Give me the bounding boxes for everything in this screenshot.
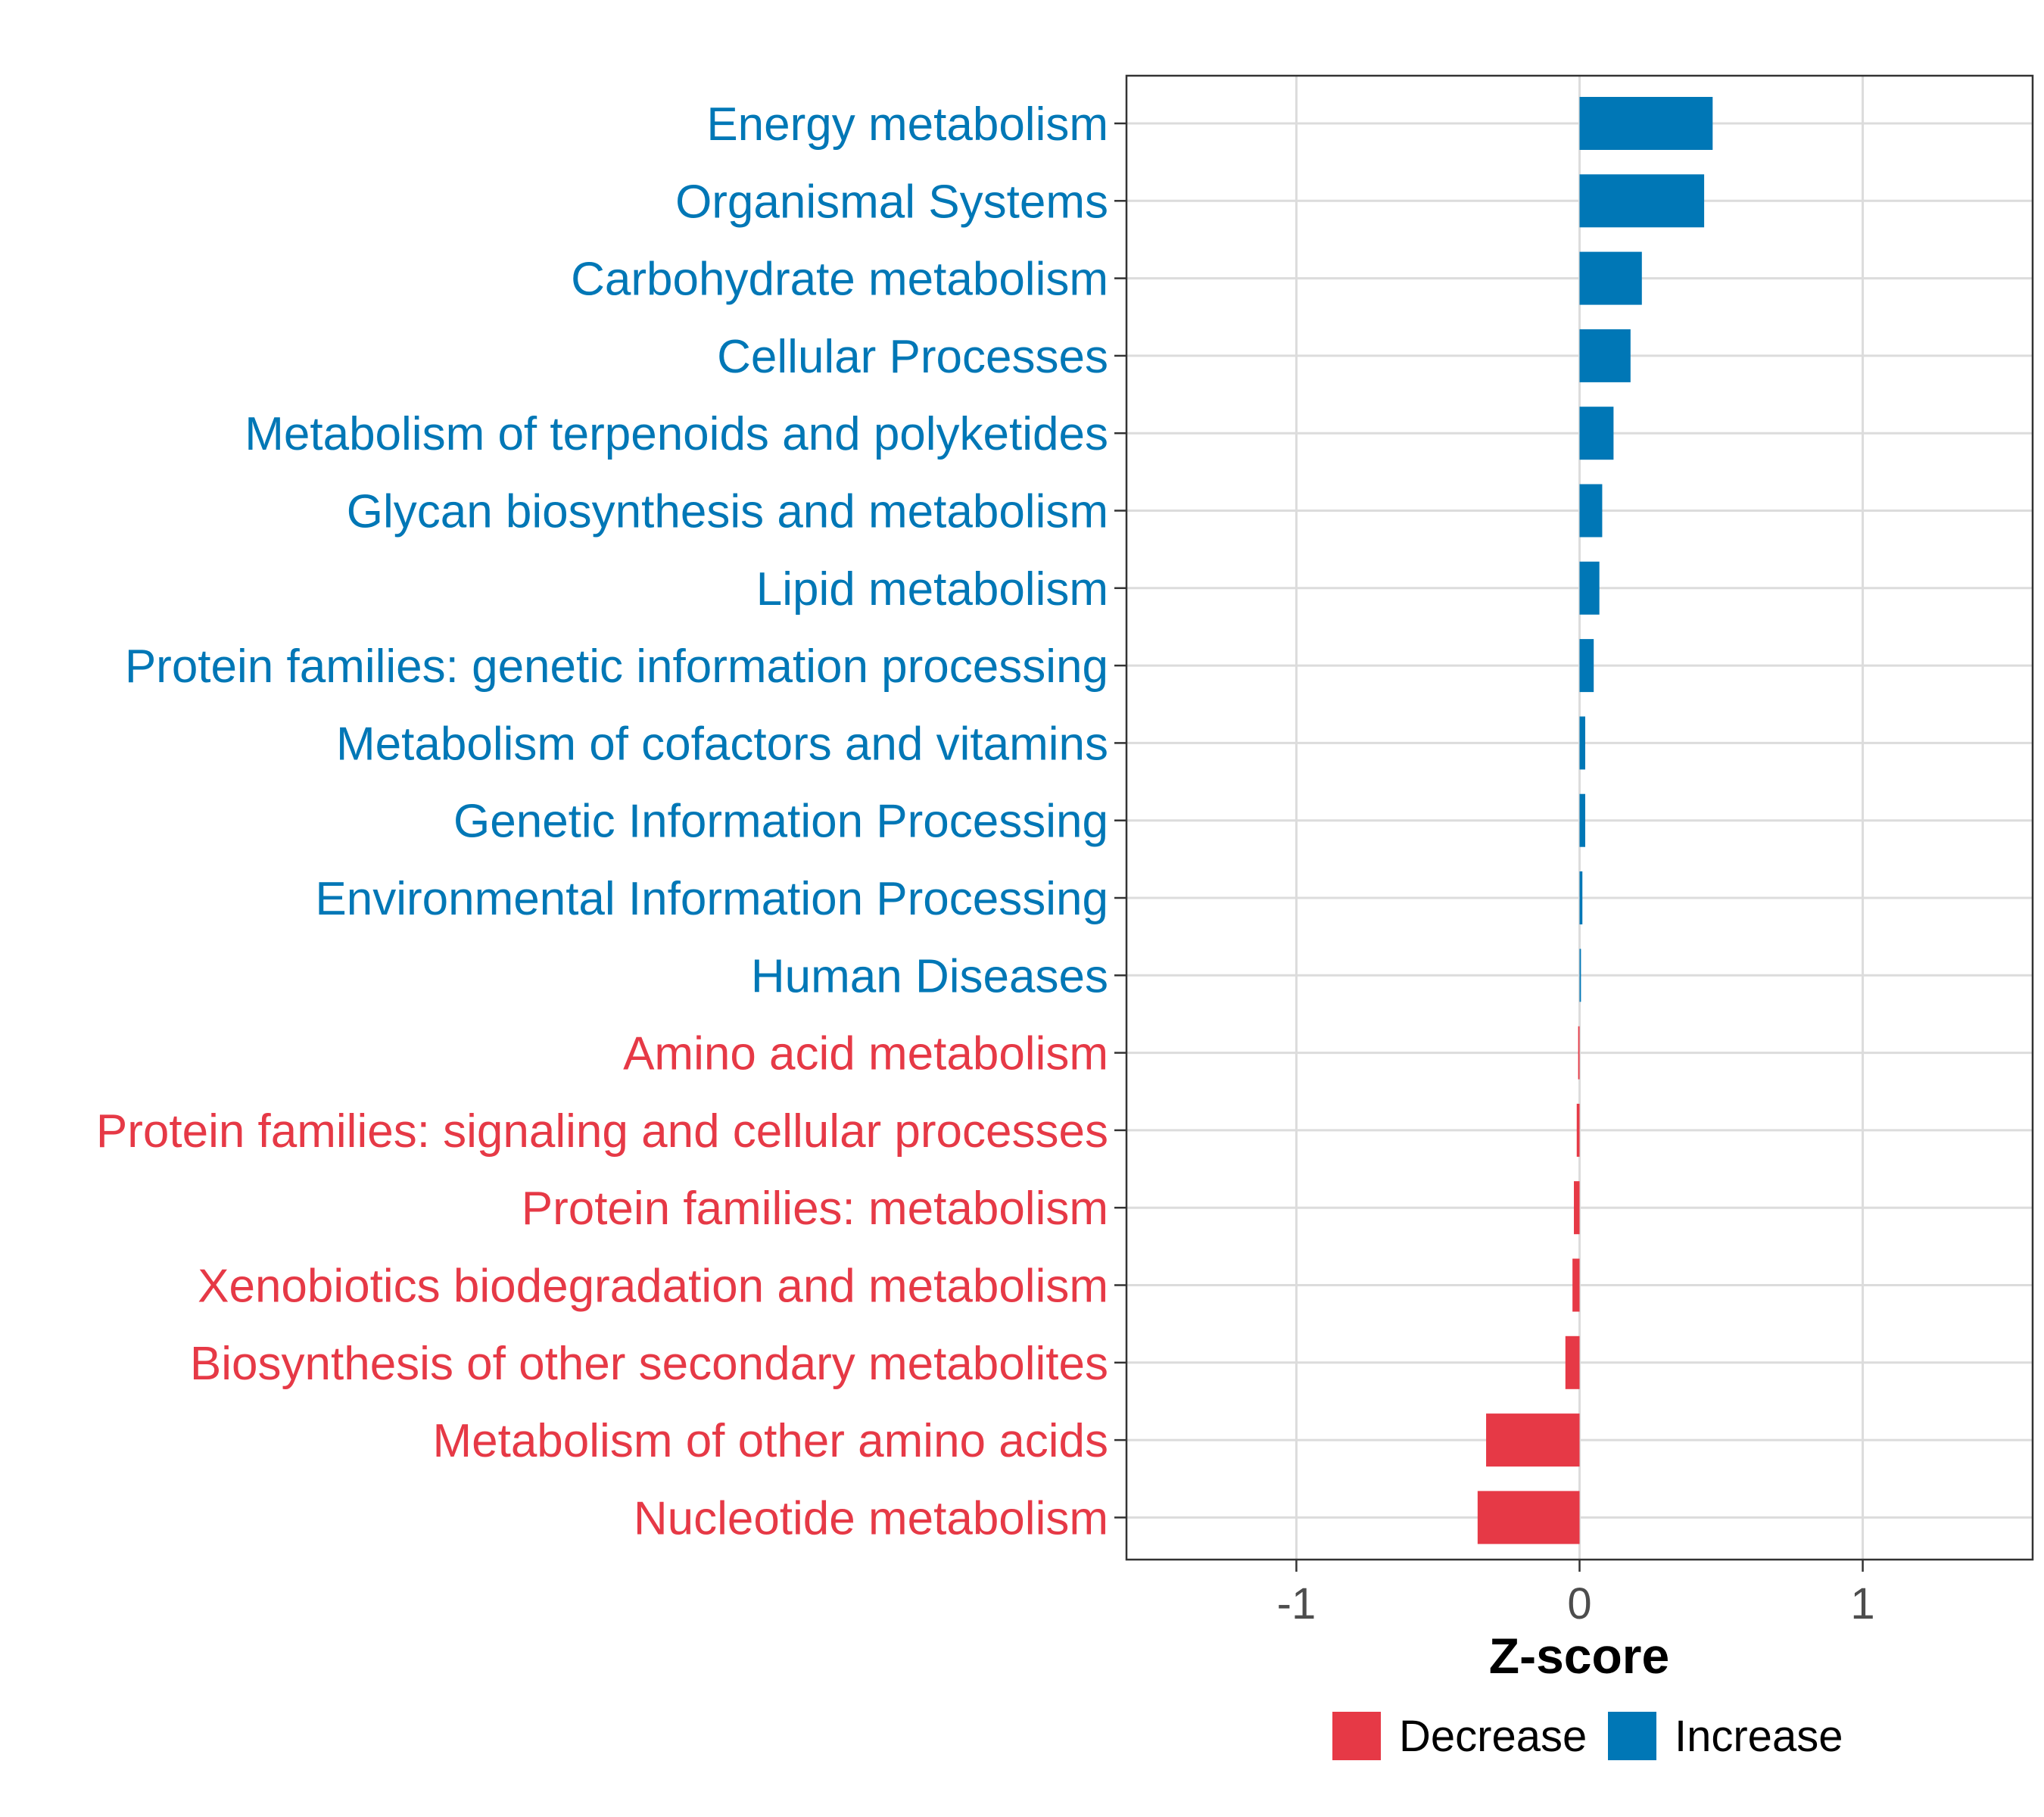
category-label: Nucleotide metabolism [634,1492,1108,1544]
x-axis-title: Z-score [1489,1628,1669,1684]
bar [1574,1181,1580,1235]
bar [1579,949,1581,1002]
bar [1579,561,1600,615]
bars [1477,97,1713,1544]
bar [1579,716,1585,770]
category-label: Environmental Information Processing [315,873,1108,925]
category-label: Protein families: genetic information pr… [125,640,1108,693]
bar [1579,174,1705,228]
y-axis: Energy metabolism Organismal Systems Carbo… [96,98,1126,1544]
category-label: Glycan biosynthesis and metabolism [347,486,1108,538]
x-tick-label: 1 [1850,1579,1874,1628]
legend-key-decrease [1332,1712,1381,1760]
category-label: Genetic Information Processing [453,796,1108,848]
x-axis: -1 0 1 [1277,1560,1875,1628]
bar [1572,1258,1580,1312]
bar [1579,97,1713,150]
category-label: Protein families: signaling and cellular… [96,1105,1108,1158]
category-label: Amino acid metabolism [623,1028,1108,1080]
bar [1576,1103,1580,1157]
category-label: Organismal Systems [675,176,1108,228]
category-label: Human Diseases [751,950,1108,1002]
category-label: Metabolism of cofactors and vitamins [336,718,1108,770]
category-label: Metabolism of other amino acids [432,1415,1108,1467]
bar [1579,793,1585,847]
legend-key-increase [1608,1712,1656,1760]
bar [1477,1491,1580,1544]
category-label: Cellular Processes [717,331,1108,383]
bar [1579,639,1594,693]
category-label: Metabolism of terpenoids and polyketides [245,408,1108,460]
x-tick-label: -1 [1277,1579,1316,1628]
category-label: Energy metabolism [706,98,1108,151]
x-tick-label: 0 [1567,1579,1591,1628]
bar [1579,251,1642,305]
category-label: Protein families: metabolism [522,1183,1108,1235]
bar [1578,1026,1580,1080]
legend-label-decrease: Decrease [1399,1712,1587,1761]
bar [1486,1413,1580,1467]
bar [1579,871,1583,924]
category-label: Biosynthesis of other secondary metaboli… [190,1338,1108,1390]
category-label: Xenobiotics biodegradation and metabolis… [198,1261,1108,1313]
bar [1579,407,1614,460]
category-label: Carbohydrate metabolism [571,254,1108,306]
legend-label-increase: Increase [1675,1712,1843,1761]
category-label: Lipid metabolism [756,563,1108,616]
bar [1565,1335,1580,1389]
bar [1579,484,1603,538]
legend: Decrease Increase [1332,1712,1843,1761]
bar [1579,329,1631,382]
